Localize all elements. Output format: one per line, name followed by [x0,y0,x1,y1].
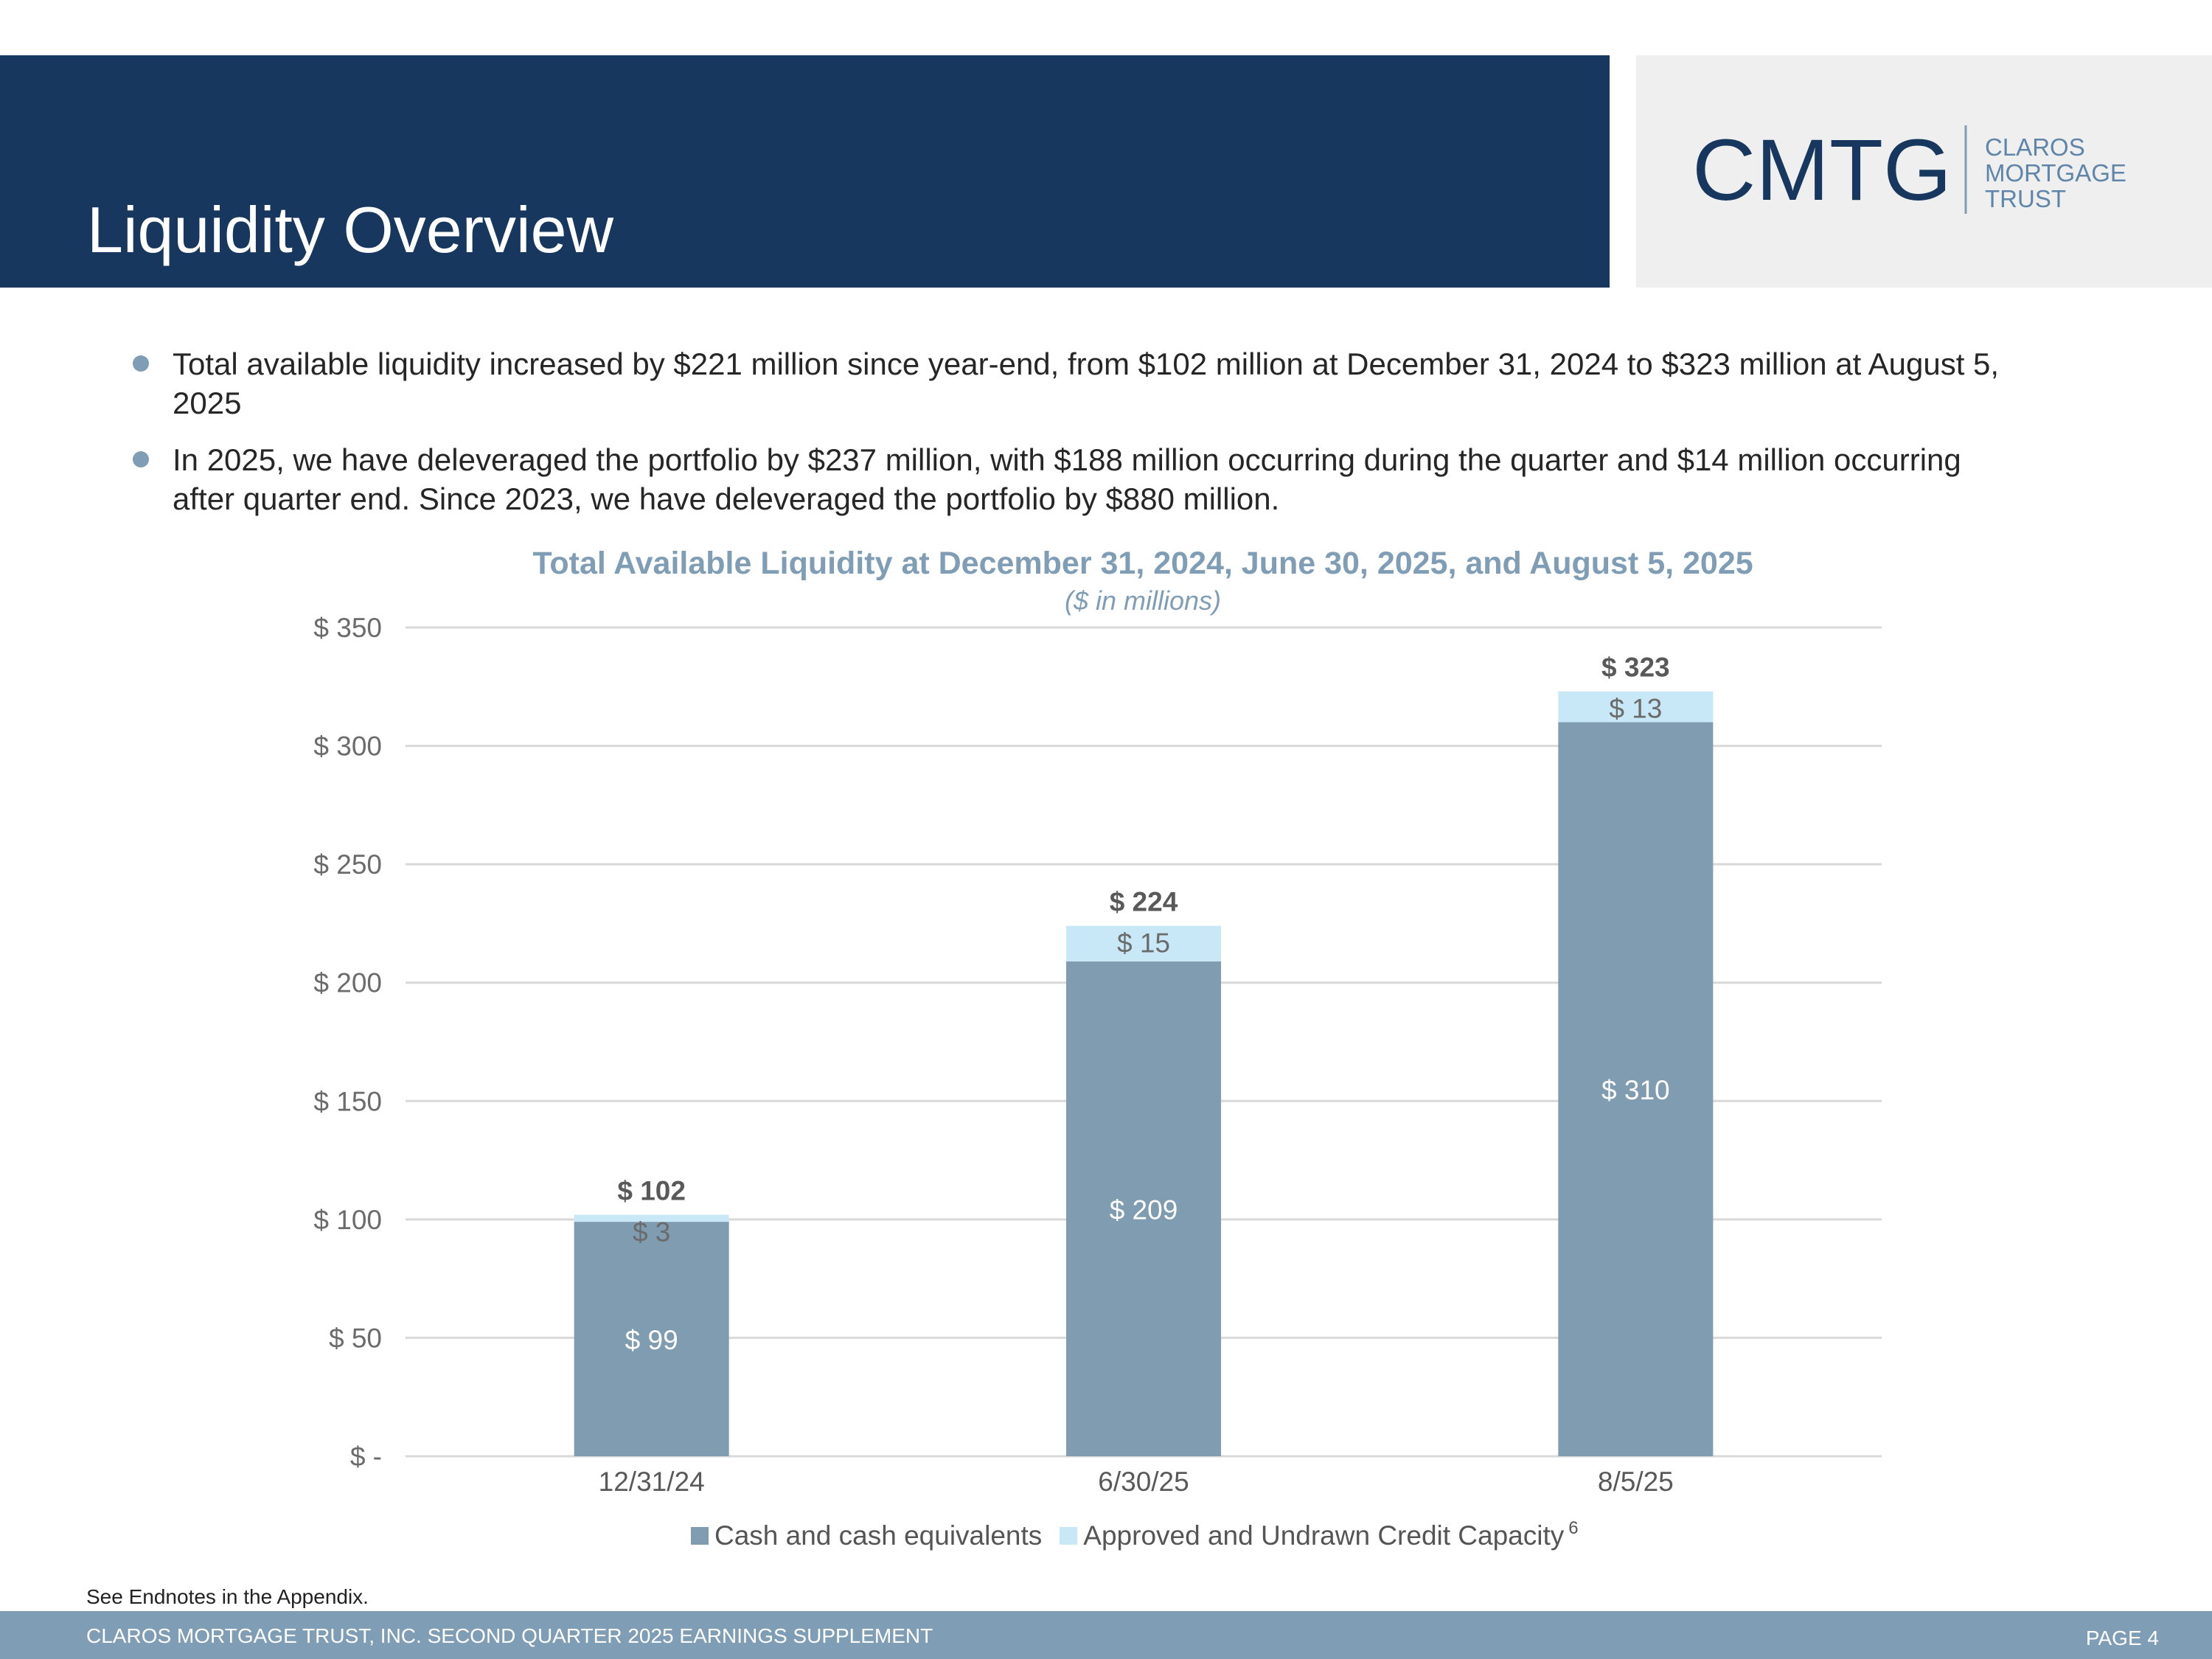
bar-cash [574,1222,729,1456]
y-tick-label: $ 150 [313,1086,382,1116]
data-label-credit: $ 3 [633,1217,670,1247]
bullet-line: 2025 [173,386,242,420]
bullet-dot [133,451,149,467]
legend-item-cash: Cash and cash equivalents [691,1520,1042,1551]
chart-subtitle: ($ in millions) [1064,585,1222,616]
data-label-cash: $ 209 [1110,1194,1178,1225]
y-tick-label: $ 100 [313,1205,382,1235]
chart-legend: Cash and cash equivalents Approved and U… [691,1518,1596,1551]
data-label-total: $ 323 [1601,653,1670,683]
x-tick-label: 6/30/25 [1098,1467,1189,1497]
logo-line-3: TRUST [1985,185,2066,212]
legend-label-cash: Cash and cash equivalents [714,1520,1043,1551]
legend-footnote-marker: 6 [1568,1518,1579,1538]
bar-credit [1066,925,1221,961]
logo-wordmark: CMTG [1692,122,1952,219]
x-tick-label: 8/5/25 [1598,1467,1674,1497]
endnote: See Endnotes in the Appendix. [86,1585,369,1608]
bullet-line: In 2025, we have deleveraged the portfol… [173,442,1961,477]
y-tick-label: $ 200 [313,968,382,998]
bullet-item: In 2025, we have deleveraged the portfol… [173,440,2119,518]
bullet-dot [133,355,149,372]
y-tick-label: $ - [350,1441,382,1472]
legend-swatch-cash [691,1527,709,1545]
legend-swatch-credit [1060,1527,1078,1545]
bullet-line: Total available liquidity increased by $… [173,347,2000,381]
y-tick-label: $ 50 [329,1323,382,1353]
bar-credit [574,1214,729,1222]
header-band [0,55,1610,288]
data-label-total: $ 224 [1110,887,1178,917]
legend-item-credit: Approved and Undrawn Credit Capacity 6 [1060,1518,1579,1551]
logo-line-1: CLAROS [1985,133,2085,161]
y-tick-label: $ 250 [313,849,382,880]
data-label-credit: $ 13 [1609,694,1662,724]
data-label-total: $ 102 [617,1175,686,1206]
bar-cash [1558,722,1714,1456]
x-tick-label: 12/31/24 [599,1467,705,1497]
chart-title: Total Available Liquidity at December 31… [532,546,1753,581]
footer-text: CLAROS MORTGAGE TRUST, INC. SECOND QUART… [86,1624,933,1647]
bullet-line: after quarter end. Since 2023, we have d… [173,481,1280,516]
legend-label-credit: Approved and Undrawn Credit Capacity [1083,1520,1565,1551]
page-number: PAGE 4 [2085,1627,2159,1649]
y-tick-label: $ 300 [313,731,382,762]
data-label-cash: $ 99 [625,1325,678,1355]
page-title: Liquidity Overview [87,193,614,266]
footer-band [0,1611,2212,1659]
bullet-item: Total available liquidity increased by $… [173,344,2119,422]
y-tick-label: $ 350 [313,613,382,643]
bar-cash [1066,961,1221,1456]
data-label-cash: $ 310 [1601,1075,1670,1105]
data-label-credit: $ 15 [1117,928,1170,959]
bar-credit [1558,691,1714,723]
logo-line-2: MORTGAGE [1985,159,2126,187]
company-logo: CMTG CLAROS MORTGAGE TRUST [1636,55,2212,288]
